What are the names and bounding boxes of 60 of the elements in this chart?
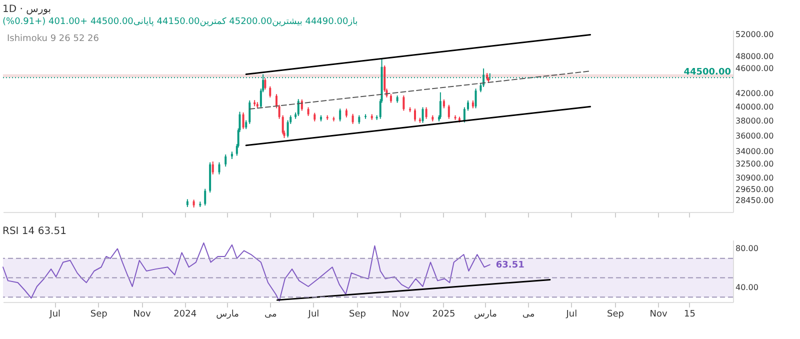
candlestick [297,98,300,116]
chart-title: 1D · بورس [2,4,52,15]
x-tick-label: 2025 [432,310,456,320]
candlestick [352,113,354,124]
candlestick [425,106,428,120]
y-tick-label: 34000.00 [736,147,774,156]
candlestick [422,106,424,124]
y-tick-label: 36000.00 [736,131,774,140]
y-tick-label: 40.00 [736,282,758,292]
candlestick [439,92,442,120]
candlestick [402,94,405,112]
x-tick-label: Jul [565,310,578,320]
candlestick [212,161,214,175]
x-tick-label: 2024 [174,310,197,320]
chart-title: RSI 14 63.51 [2,226,66,237]
y-tick-label: 42000.00 [736,88,774,98]
candlestick [339,108,342,122]
candlestick [218,162,220,175]
y-tick-label: 40000.00 [736,102,774,112]
y-tick-label: 30900.00 [736,173,774,182]
y-tick-label: 46000.00 [736,64,774,73]
candlestick [448,104,450,120]
x-tick-label: می [264,310,277,320]
x-tick-label: Sep [90,310,108,320]
y-tick-label: 29650.00 [736,184,774,194]
candlestick [224,154,227,168]
candlestick [204,188,206,206]
x-tick-label: Sep [349,310,366,320]
candlestick [269,86,272,98]
candlestick [282,114,284,135]
x-tick-label: Sep [607,310,624,320]
candlestick [286,120,289,138]
y-tick-label: 38000.00 [736,116,774,126]
chart-subtitle: باز44490.00 بیشترین45200.00 کمترین44150.00 پایانی44500.00 +401.00 (+0.91%) [2,17,358,27]
candlestick [242,112,244,130]
x-tick-label: می [522,310,535,320]
x-tick-label: Nov [650,310,668,320]
y-tick-label: 80.00 [736,244,758,254]
ref-line-label: 44500.00 [684,68,731,78]
candlestick [248,100,251,124]
candlestick [466,100,469,112]
x-tick-label: Jul [48,310,61,320]
annotation: Ishimoku 9 26 52 26 [7,34,100,44]
x-tick-label: Nov [392,310,410,320]
candlestick [474,88,477,109]
candlestick [414,108,416,122]
candlestick [300,98,303,112]
y-tick-label: 28450.00 [736,196,774,206]
x-tick-label: 15 [684,310,696,320]
x-tick-label: مارس [474,310,498,320]
y-tick-label: 48000.00 [736,52,774,62]
x-tick-label: Jul [307,310,320,320]
x-tick-label: مارس [216,310,240,320]
candlestick [463,106,466,123]
candlestick [264,78,266,90]
x-tick-label: Nov [133,310,152,320]
line-series [2,242,490,302]
y-tick-label: 52000.00 [736,30,774,40]
annotation: 63.51 [496,260,524,271]
y-tick-label: 32500.00 [736,160,774,169]
